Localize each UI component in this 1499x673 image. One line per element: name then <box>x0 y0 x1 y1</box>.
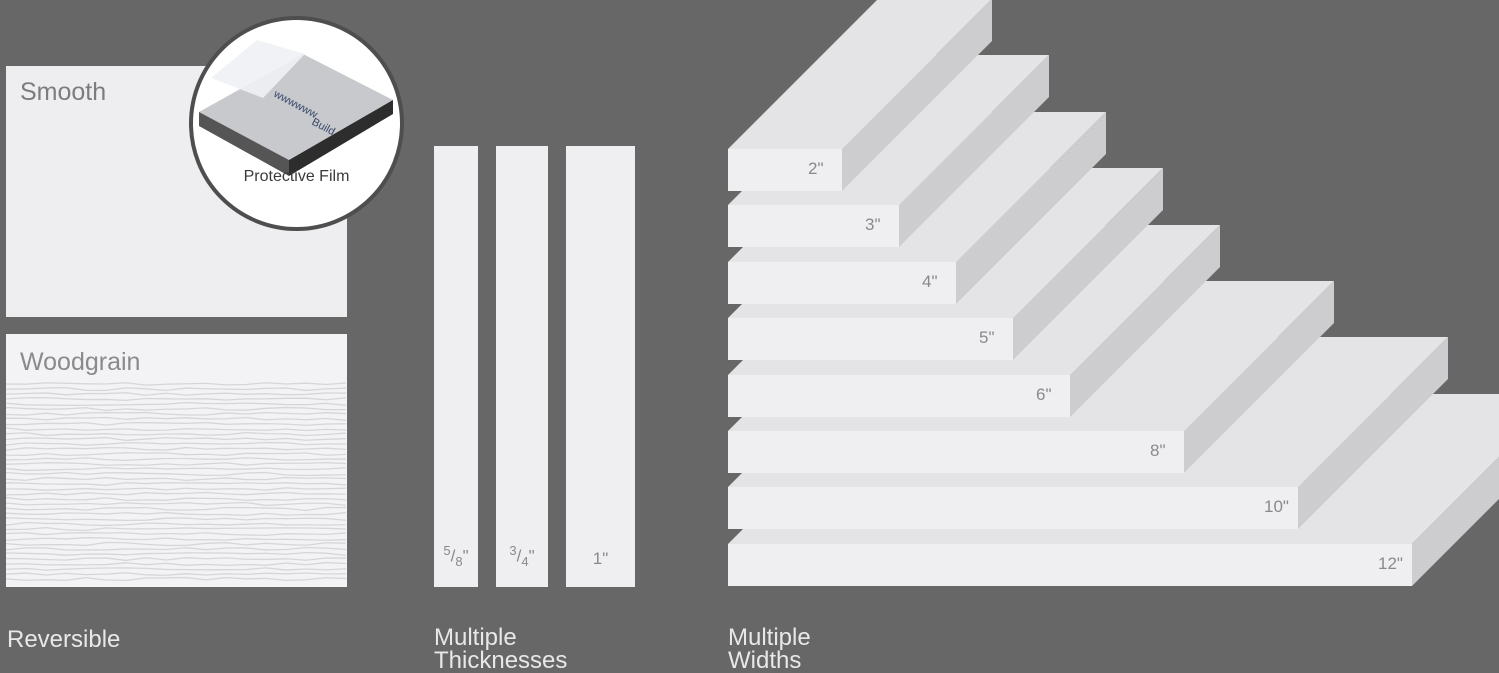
width-board-face <box>728 487 1298 529</box>
width-board-face <box>728 318 1013 360</box>
width-board-face <box>728 431 1184 473</box>
widths-caption: Multiple Widths <box>728 624 811 673</box>
width-board-face <box>728 544 1412 586</box>
width-board-side <box>899 55 1049 247</box>
width-board-side <box>1298 337 1448 529</box>
thicknesses-caption: Multiple Thicknesses <box>434 624 568 673</box>
width-label: 10" <box>1264 497 1289 516</box>
width-board-side <box>1013 168 1163 360</box>
width-label: 3" <box>865 215 881 234</box>
width-label: 6" <box>1036 385 1052 404</box>
width-board-top <box>728 0 991 149</box>
woodgrain-label: Woodgrain <box>20 348 141 376</box>
thickness-bar-1: 1" <box>566 146 635 587</box>
width-board-face <box>728 205 899 247</box>
width-label: 8" <box>1150 441 1166 460</box>
woodgrain-texture <box>6 382 347 582</box>
width-board-face <box>728 149 842 191</box>
protective-film-circle: wwwwww Build Protective Film <box>189 16 404 231</box>
reversible-caption: Reversible <box>7 626 121 653</box>
smooth-label: Smooth <box>20 78 107 106</box>
width-label: 2" <box>808 159 824 178</box>
width-label: 4" <box>922 272 938 291</box>
width-label: 12" <box>1378 554 1403 573</box>
woodgrain-panel: Woodgrain <box>6 334 347 587</box>
width-board-face <box>728 262 956 304</box>
thickness-label-5-8: 5/8" <box>443 542 469 569</box>
thickness-bar-5-8: 5/8" <box>434 146 478 587</box>
width-board-face <box>728 375 1070 417</box>
thickness-label-1: 1" <box>592 549 609 568</box>
thickness-label-3-4: 3/4" <box>509 542 535 569</box>
film-board-icon: wwwwww Build <box>199 40 393 176</box>
protective-film-label: Protective Film <box>243 168 350 185</box>
thickness-bar-3-4: 3/4" <box>496 146 548 587</box>
width-board-side <box>1184 281 1334 473</box>
width-board-side <box>1412 457 1499 586</box>
width-board-side <box>842 0 992 191</box>
width-label: 5" <box>979 328 995 347</box>
width-board-side <box>1070 225 1220 417</box>
width-board-side <box>956 112 1106 304</box>
